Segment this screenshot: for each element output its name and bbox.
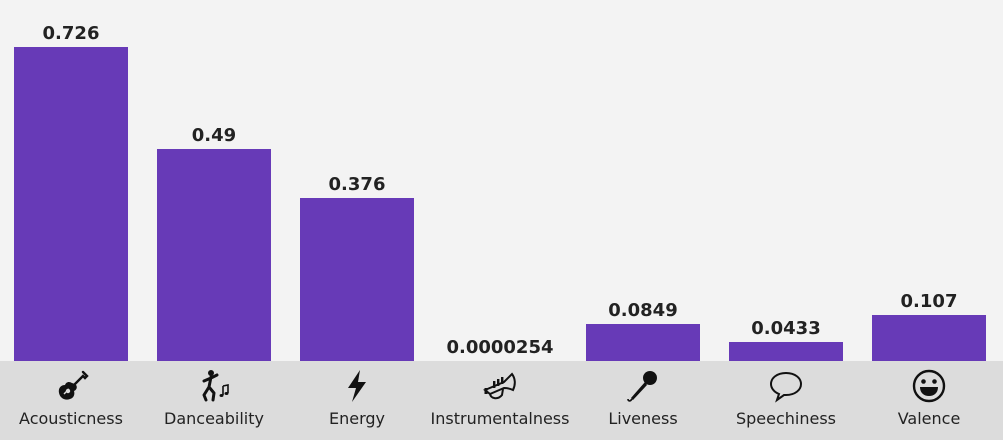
plot-area: 0.726 0.49 0.376 0.0000254 0.0849 0.0433 0.107	[14, 23, 986, 361]
guitar-icon	[53, 368, 89, 404]
feature-valence: Valence	[859, 361, 999, 440]
category-label-speechiness: Speechiness	[735, 409, 837, 428]
value-label-acousticness: 0.726	[42, 23, 100, 44]
bar-danceability	[157, 149, 271, 361]
feature-liveness: Liveness	[573, 361, 713, 440]
bar-speechiness	[729, 342, 843, 361]
value-label-valence: 0.107	[900, 290, 958, 312]
value-label-instrumentalness: 0.0000254	[446, 336, 554, 358]
feature-danceability: Danceability	[144, 361, 284, 440]
speech-bubble-icon	[768, 368, 804, 404]
dancer-icon	[196, 368, 232, 404]
smiley-icon	[911, 368, 947, 404]
feature-speechiness: Speechiness	[716, 361, 856, 440]
category-label-instrumentalness: Instrumentalness	[430, 409, 570, 428]
feature-label-strip: Acousticness Danceability Energy Instrument…	[0, 361, 1003, 440]
microphone-icon	[625, 368, 661, 404]
category-label-acousticness: Acousticness	[19, 409, 123, 428]
value-label-speechiness: 0.0433	[751, 318, 821, 340]
category-label-energy: Energy	[328, 409, 385, 428]
bar-acousticness	[14, 47, 128, 361]
lightning-icon	[339, 368, 375, 404]
feature-instrumentalness: Instrumentalness	[430, 361, 570, 440]
value-label-danceability: 0.49	[191, 125, 237, 147]
feature-acousticness: Acousticness	[1, 361, 141, 440]
value-label-liveness: 0.0849	[608, 300, 678, 322]
category-label-danceability: Danceability	[164, 409, 264, 428]
category-label-valence: Valence	[897, 409, 961, 428]
category-label-liveness: Liveness	[608, 409, 678, 428]
bar-energy	[300, 198, 414, 361]
trumpet-icon	[482, 368, 518, 404]
value-label-energy: 0.376	[328, 174, 386, 196]
feature-energy: Energy	[287, 361, 427, 440]
bar-liveness	[586, 324, 700, 361]
bar-valence	[872, 314, 986, 361]
